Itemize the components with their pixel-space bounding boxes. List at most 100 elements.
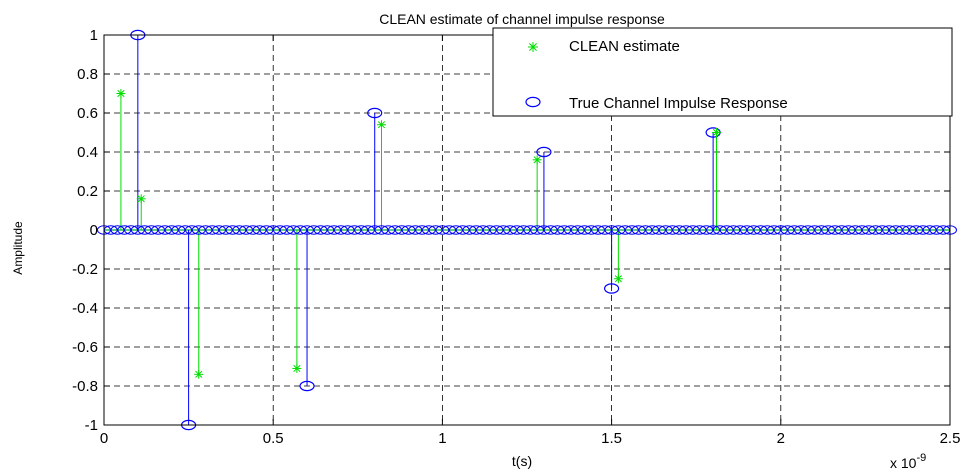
baseline-sample-marker: [679, 225, 694, 235]
x-exponent-power: -9: [916, 452, 926, 464]
baseline-sample-marker: [563, 225, 578, 235]
baseline-sample-marker: [739, 225, 754, 235]
baseline-sample-marker: [448, 225, 463, 235]
baseline-sample-marker: [922, 225, 937, 235]
y-tick-label: 1: [90, 27, 98, 44]
baseline-sample-marker: [455, 225, 470, 235]
y-tick-label: 0.6: [77, 105, 98, 122]
legend-marker-clean-estimate: [528, 42, 538, 52]
x-tick-label: 0: [100, 430, 108, 447]
baseline-sample-marker: [909, 225, 924, 235]
baseline-sample-marker: [184, 225, 199, 235]
baseline-sample-marker: [252, 225, 267, 235]
legend-circle-icon: [525, 96, 541, 108]
x-tick-label: 0.5: [263, 430, 284, 447]
baseline-sample-marker: [706, 225, 721, 235]
baseline-sample-marker: [780, 225, 795, 235]
x-tick-label: 1: [438, 430, 446, 447]
true-response-marker: [603, 283, 620, 294]
baseline-sample-marker: [760, 225, 775, 235]
y-tick-labels: 1 0.8 0.6 0.4 0.2 0 -0.2 -0.4 -0.6 -0.8 -1: [72, 27, 98, 434]
baseline-sample-marker: [915, 225, 930, 235]
baseline-sample-marker: [442, 225, 457, 235]
baseline-sample-marker: [435, 225, 450, 235]
baseline-sample-marker: [327, 225, 342, 235]
legend-marker-true-channel-impulse-response: [525, 96, 541, 108]
baseline-sample-marker: [773, 225, 788, 235]
baseline-sample-marker: [672, 225, 687, 235]
baseline-sample-marker: [631, 225, 646, 235]
legend-box: [492, 27, 953, 117]
baseline-sample-marker: [415, 225, 430, 235]
baseline-sample-marker: [827, 225, 842, 235]
y-tick-label: -0.6: [72, 339, 98, 356]
baseline-sample-marker: [530, 225, 545, 235]
baseline-sample-marker: [279, 225, 294, 235]
baseline-sample-marker: [374, 225, 389, 235]
x-tick-label: 1.5: [601, 430, 622, 447]
baseline-sample-marker: [570, 225, 585, 235]
baseline-sample-marker: [523, 225, 538, 235]
baseline-sample-marker: [272, 225, 287, 235]
baseline-sample-marker: [360, 225, 375, 235]
x-axis-label: t(s): [512, 453, 532, 469]
clean-estimate-marker: [116, 89, 126, 98]
baseline-sample-marker: [469, 225, 484, 235]
baseline-sample-marker: [624, 225, 639, 235]
baseline-sample-marker: [692, 225, 707, 235]
baseline-sample-marker: [685, 225, 700, 235]
legend-label-true-channel-impulse-response: True Channel Impulse Response: [569, 95, 788, 112]
baseline-sample-marker: [293, 225, 308, 235]
baseline-sample-marker: [157, 225, 172, 235]
clean-estimate-marker: [292, 363, 302, 373]
baseline-sample-marker: [814, 225, 829, 235]
baseline-sample-marker: [618, 225, 633, 235]
baseline-sample-marker: [401, 225, 416, 235]
baseline-sample-marker: [597, 225, 612, 235]
baseline-sample-marker: [577, 225, 592, 235]
clean-estimate-marker: [136, 194, 146, 204]
baseline-sample-marker: [699, 225, 714, 235]
baseline-sample-marker: [218, 225, 233, 235]
baseline-sample-marker: [340, 225, 355, 235]
legend-label-clean-estimate: CLEAN estimate: [569, 38, 680, 55]
baseline-sample-marker: [875, 225, 890, 235]
baseline-sample-marker: [198, 225, 213, 235]
x-tick-labels: 0 0.5 1 1.5 2 2.5: [100, 430, 961, 447]
y-tick-label: 0.2: [77, 183, 98, 200]
baseline-sample-marker: [164, 225, 179, 235]
baseline-sample-marker: [388, 225, 403, 235]
baseline-sample-marker: [496, 225, 511, 235]
baseline-sample-marker: [421, 225, 436, 235]
baseline-sample-marker: [902, 225, 917, 235]
baseline-sample-marker: [191, 225, 206, 235]
clean-estimate-marker: [712, 128, 722, 137]
baseline-sample-marker: [205, 225, 220, 235]
baseline-sample-marker: [746, 225, 761, 235]
baseline-sample-marker: [557, 225, 572, 235]
baseline-sample-marker: [286, 225, 301, 235]
y-tick-label: 0.4: [77, 144, 98, 161]
baseline-sample-marker: [476, 225, 491, 235]
x-exponent-label: x 10-9: [890, 452, 926, 471]
legend-asterisk-icon: [528, 42, 538, 52]
baseline-sample-marker: [516, 225, 531, 235]
clean-estimate-marker: [376, 120, 386, 130]
baseline-sample-marker: [178, 225, 193, 235]
baseline-sample-marker: [895, 225, 910, 235]
baseline-sample-marker: [584, 225, 599, 235]
baseline-sample-marker: [394, 225, 409, 235]
baseline-sample-marker: [239, 225, 254, 235]
baseline-sample-marker: [800, 225, 815, 235]
baseline-sample-marker: [509, 225, 524, 235]
baseline-sample-marker: [834, 225, 849, 235]
baseline-sample-marker: [733, 225, 748, 235]
baseline-sample-marker: [794, 225, 809, 235]
baseline-sample-marker: [658, 225, 673, 235]
markers: [97, 29, 957, 431]
baseline-sample-marker: [266, 225, 281, 235]
baseline-sample-marker: [888, 225, 903, 235]
baseline-sample-marker: [117, 225, 132, 235]
true-response-marker: [367, 107, 383, 119]
